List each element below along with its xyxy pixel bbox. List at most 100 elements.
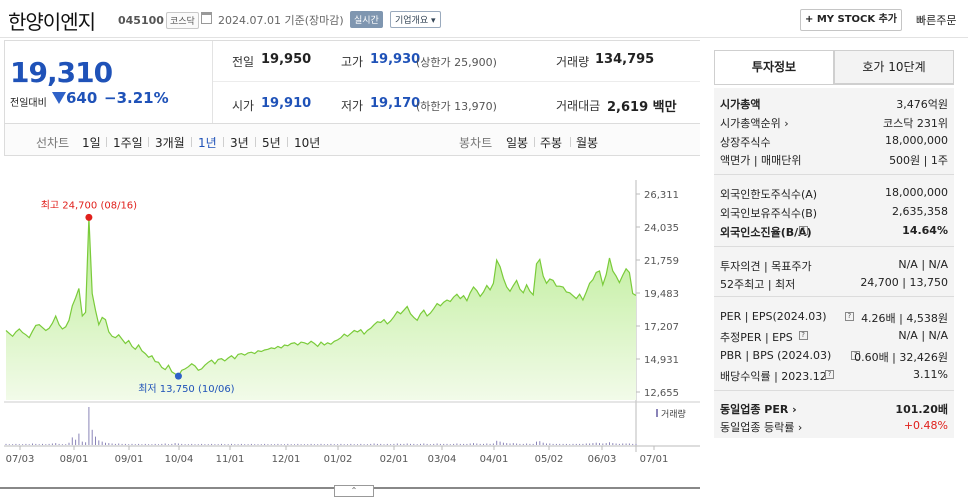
y-tick-label: 24,035 [644,223,679,234]
candle-chart-label: 봉차트 [459,136,493,150]
help-icon[interactable]: ? [825,370,834,379]
collapse-chevron-icon[interactable]: ⌃ [334,485,374,497]
prev-value: 19,950 [261,52,312,67]
candle-tab[interactable]: 일봉 [506,136,529,150]
x-tick-label: 09/01 [115,454,144,465]
tab-separator [534,137,535,147]
invest-info-label: 추정PER | EPS [720,331,793,344]
page-header [0,0,968,38]
min-label: 최저 13,750 (10/06) [138,383,234,395]
add-my-stock-button[interactable]: + MY STOCK 추가 [800,9,902,31]
stock-name: 한양이엔지 [8,10,96,34]
invest-info-label: 상장주식수 [720,136,771,149]
invest-info-value: 101.20배 [895,403,948,416]
max-label: 최고 24,700 (08/16) [41,199,137,211]
y-tick-label: 21,759 [644,256,679,267]
y-tick-label: 26,311 [644,190,679,201]
x-tick-label: 03/04 [428,454,457,465]
invest-info-label: 외국인보유주식수(B) [720,207,818,220]
divider [212,41,213,123]
y-tick-label: 12,655 [644,388,679,399]
realtime-button[interactable]: 실시간 [350,11,383,28]
period-tab[interactable]: 1주일 [113,136,143,150]
volume-value: 134,795 [595,52,655,67]
invest-info-label: 배당수익률 | 2023.12 [720,370,827,383]
change-value: 640 [66,89,98,107]
panel-separator [714,296,954,297]
period-tab[interactable]: 10년 [294,136,321,150]
x-tick-label: 02/01 [380,454,409,465]
invest-info-label[interactable]: 시가총액순위 › [720,117,789,130]
x-tick-label: 12/01 [272,454,301,465]
invest-info-value: 500원 | 1주 [889,154,948,167]
y-tick-label: 17,207 [644,322,679,333]
tab-invest-info[interactable]: 투자정보 [714,50,834,84]
invest-info-label[interactable]: 동일업종 등락률 › [720,421,803,434]
invest-info-label: 52주최고 | 최저 [720,278,796,291]
period-tab[interactable]: 5년 [262,136,281,150]
tab-separator [191,137,192,147]
tab-separator [570,137,571,147]
period-tabs-bar [4,124,700,156]
help-icon[interactable]: ? [844,312,854,321]
tab-underline [714,84,954,85]
company-overview-button[interactable]: 기업개요 ▾ [390,11,441,28]
invest-info-label: 외국인한도주식수(A) [720,188,818,201]
market-badge: 코스닥 [166,12,199,29]
x-tick-label: 06/03 [588,454,617,465]
invest-info-value: N/A | N/A [898,258,948,271]
help-icon[interactable]: ? [798,226,808,235]
price-area [6,217,636,400]
lower-limit: (하한가 13,970) [416,100,497,113]
x-tick-label: 07/01 [640,454,669,465]
tab-order-book[interactable]: 호가 10단계 [834,50,954,84]
invest-info-label: 투자의견 | 목표주가 [720,260,812,273]
price-summary-box [4,40,700,124]
period-tab[interactable]: 3년 [230,136,249,150]
invest-info-label: 시가총액 [720,98,761,111]
upper-limit: (상한가 25,900) [416,56,497,69]
invest-info-label: 외국인소진율(B/A) [720,226,812,239]
help-icon[interactable]: ? [798,331,808,340]
y-tick-label: 19,483 [644,289,679,300]
invest-info-value: 24,700 | 13,750 [860,276,948,289]
y-tick-label: 14,931 [644,355,679,366]
date-text: 2024.07.01 기준(장마감) [218,14,344,27]
calendar-icon[interactable] [201,12,212,24]
quick-order-link[interactable]: 빠른주문 [916,14,957,27]
x-tick-label: 11/01 [216,454,245,465]
low-label: 저가 [341,99,364,113]
panel-separator [714,390,954,391]
panel-separator [714,174,954,175]
tab-separator [287,137,288,147]
invest-info-value: 18,000,000 [885,134,948,147]
x-tick-label: 07/03 [6,454,35,465]
period-tab[interactable]: 1년 [198,136,217,150]
tab-separator [148,137,149,147]
candle-tab[interactable]: 월봉 [576,136,599,150]
tab-separator [223,137,224,147]
stock-code: 045100 [118,14,164,27]
invest-info-label[interactable]: 동일업종 PER › [720,403,797,416]
line-chart-label: 선차트 [36,136,70,150]
tab-separator [255,137,256,147]
low-value: 19,170 [370,96,421,111]
price-line [5,217,637,377]
min-point-marker [174,372,182,380]
open-label: 시가 [232,99,255,113]
invest-info-value: N/A | N/A [898,329,948,342]
help-icon[interactable]: ? [851,351,861,360]
invest-info-label: PER | EPS(2024.03) [720,310,827,323]
change-percent: −3.21% [104,89,169,107]
invest-info-value: 0.60배 | 32,426원 [854,351,948,364]
period-tab[interactable]: 3개월 [155,136,185,150]
max-point-marker [85,213,93,221]
period-tab[interactable]: 1일 [82,136,101,150]
invest-info-label: 액면가 | 매매단위 [720,154,802,167]
amount-value: 2,619 백만 [607,100,677,115]
candle-tab[interactable]: 주봉 [540,136,563,150]
invest-info-panel: 시가총액 3,476억원 시가총액순위 › 코스닥 231위 상장주식수 18,000,0… [714,88,954,438]
panel-separator [714,246,954,247]
x-tick-label: 10/04 [165,454,194,465]
invest-info-value: 2,635,358 [892,205,948,218]
